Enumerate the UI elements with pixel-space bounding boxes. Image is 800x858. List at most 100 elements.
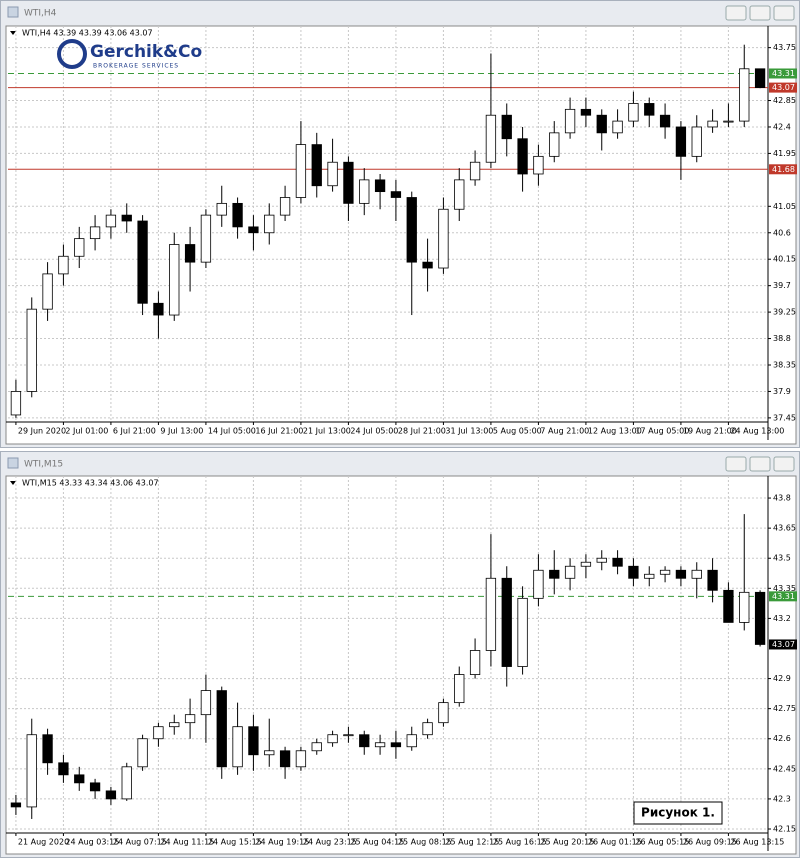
- x-tick-label: 24 Aug 13:00: [730, 427, 784, 436]
- candle-body: [422, 261, 433, 269]
- chart-header: WTI,H4 43.39 43.39 43.06 43.07: [22, 29, 153, 38]
- candle-body: [311, 742, 322, 752]
- y-tick-label: 37.45: [773, 413, 796, 422]
- candle-body: [153, 726, 164, 740]
- candle-body: [359, 179, 370, 204]
- price-level-label: 43.31: [772, 69, 795, 78]
- price-level-label: 43.31: [772, 592, 795, 601]
- candle-body: [216, 202, 227, 216]
- candle-body: [311, 144, 322, 187]
- candle-body: [659, 114, 671, 128]
- candle-body: [264, 214, 275, 234]
- logo-tagline: BROKERAGE SERVICES: [93, 63, 179, 70]
- y-tick-label: 43.75: [773, 43, 796, 52]
- logo: Gerchik&Co BROKERAGE SERVICES: [57, 39, 202, 70]
- header-arrow: [10, 481, 16, 485]
- candle-body: [343, 734, 354, 737]
- candle-body: [42, 734, 53, 764]
- x-tick-label: 25 Aug 20:15: [540, 838, 594, 847]
- y-tick-label: 43.65: [773, 524, 796, 533]
- x-tick-label: 17 Aug 05:00: [635, 427, 689, 436]
- minimize-button[interactable]: [725, 5, 747, 21]
- candle-body: [485, 114, 497, 163]
- x-tick-label: 24 Aug 03:15: [65, 838, 119, 847]
- x-tick-label: 19 Aug 21:00: [683, 427, 737, 436]
- x-tick-label: 25 Aug 12:15: [445, 838, 499, 847]
- candle-body: [74, 238, 85, 257]
- candle-body: [327, 734, 338, 744]
- annotation: Рисунок 1.: [641, 806, 715, 820]
- x-tick-label: 26 Aug 01:15: [588, 838, 642, 847]
- candle-body: [469, 650, 481, 675]
- y-tick-label: 38.8: [773, 334, 791, 343]
- logo-mark: [57, 39, 87, 69]
- candle-body: [644, 103, 655, 116]
- x-tick-label: 26 Aug 05:15: [635, 838, 689, 847]
- candle-body: [675, 569, 687, 579]
- candle-body: [295, 750, 307, 768]
- candle-body: [612, 557, 623, 567]
- y-tick-label: 43.8: [773, 494, 791, 503]
- price-level-label: 41.68: [772, 165, 795, 174]
- candle-body: [200, 690, 212, 716]
- window-title: WTI,M15: [24, 460, 63, 470]
- candle-body: [121, 214, 132, 222]
- y-tick-label: 39.25: [773, 308, 796, 317]
- chart-header: WTI,M15 43.33 43.34 43.06 43.07: [22, 479, 159, 488]
- candle-body: [754, 68, 766, 88]
- candle-body: [596, 557, 607, 563]
- y-tick-label: 42.3: [773, 794, 791, 803]
- restore-button[interactable]: [749, 456, 771, 472]
- candle-body: [374, 742, 386, 748]
- chart-area: [5, 25, 797, 445]
- y-tick-label: 40.15: [773, 255, 796, 264]
- candle-body: [564, 565, 576, 579]
- window-icon: [7, 6, 19, 18]
- close-button[interactable]: [773, 456, 795, 472]
- x-tick-label: 12 Aug 13:00: [588, 427, 642, 436]
- chart-area: [5, 475, 797, 855]
- candle-body: [596, 114, 607, 134]
- window-buttons[interactable]: [725, 5, 795, 21]
- x-tick-label: 24 Aug 07:15: [113, 838, 167, 847]
- candle-body: [153, 302, 164, 316]
- candle-body: [359, 734, 370, 748]
- candle-body: [232, 726, 243, 768]
- candle-body: [644, 573, 655, 579]
- window-buttons[interactable]: [725, 456, 795, 472]
- candle-body: [533, 155, 544, 175]
- x-tick-label: 29 Jun 2020: [18, 427, 66, 436]
- candle-body: [612, 120, 623, 134]
- candle-body: [454, 674, 465, 704]
- y-tick-label: 39.7: [773, 281, 791, 290]
- candle-body: [279, 197, 291, 216]
- candle-body: [264, 750, 275, 756]
- y-tick-label: 43.2: [773, 614, 791, 623]
- candle-body: [517, 597, 528, 667]
- candle-body: [327, 161, 338, 187]
- candle-body: [137, 738, 148, 768]
- candle-body: [580, 108, 592, 116]
- x-tick-label: 28 Jul 21:00: [398, 427, 446, 436]
- candle-body: [549, 132, 560, 157]
- header-arrow: [10, 31, 16, 35]
- candle-body: [374, 179, 386, 193]
- x-tick-label: 9 Jul 13:00: [160, 427, 203, 436]
- x-tick-label: 21 Aug 2020: [18, 838, 69, 847]
- candle-body: [10, 802, 22, 808]
- candle-body: [89, 782, 101, 792]
- restore-button[interactable]: [749, 5, 771, 21]
- x-tick-label: 5 Aug 05:00: [493, 427, 542, 436]
- candle-body: [105, 214, 117, 228]
- close-button[interactable]: [773, 5, 795, 21]
- x-tick-label: 16 Jul 21:00: [255, 427, 303, 436]
- candle-body: [517, 138, 528, 175]
- candle-body: [137, 220, 148, 304]
- window-icon: [7, 457, 19, 469]
- candle-body: [754, 591, 766, 645]
- x-tick-label: 26 Aug 09:15: [683, 838, 737, 847]
- x-tick-label: 26 Aug 13:15: [730, 838, 784, 847]
- minimize-button[interactable]: [725, 456, 747, 472]
- x-tick-label: 7 Aug 21:00: [540, 427, 589, 436]
- price-level-label: 43.07: [772, 640, 795, 649]
